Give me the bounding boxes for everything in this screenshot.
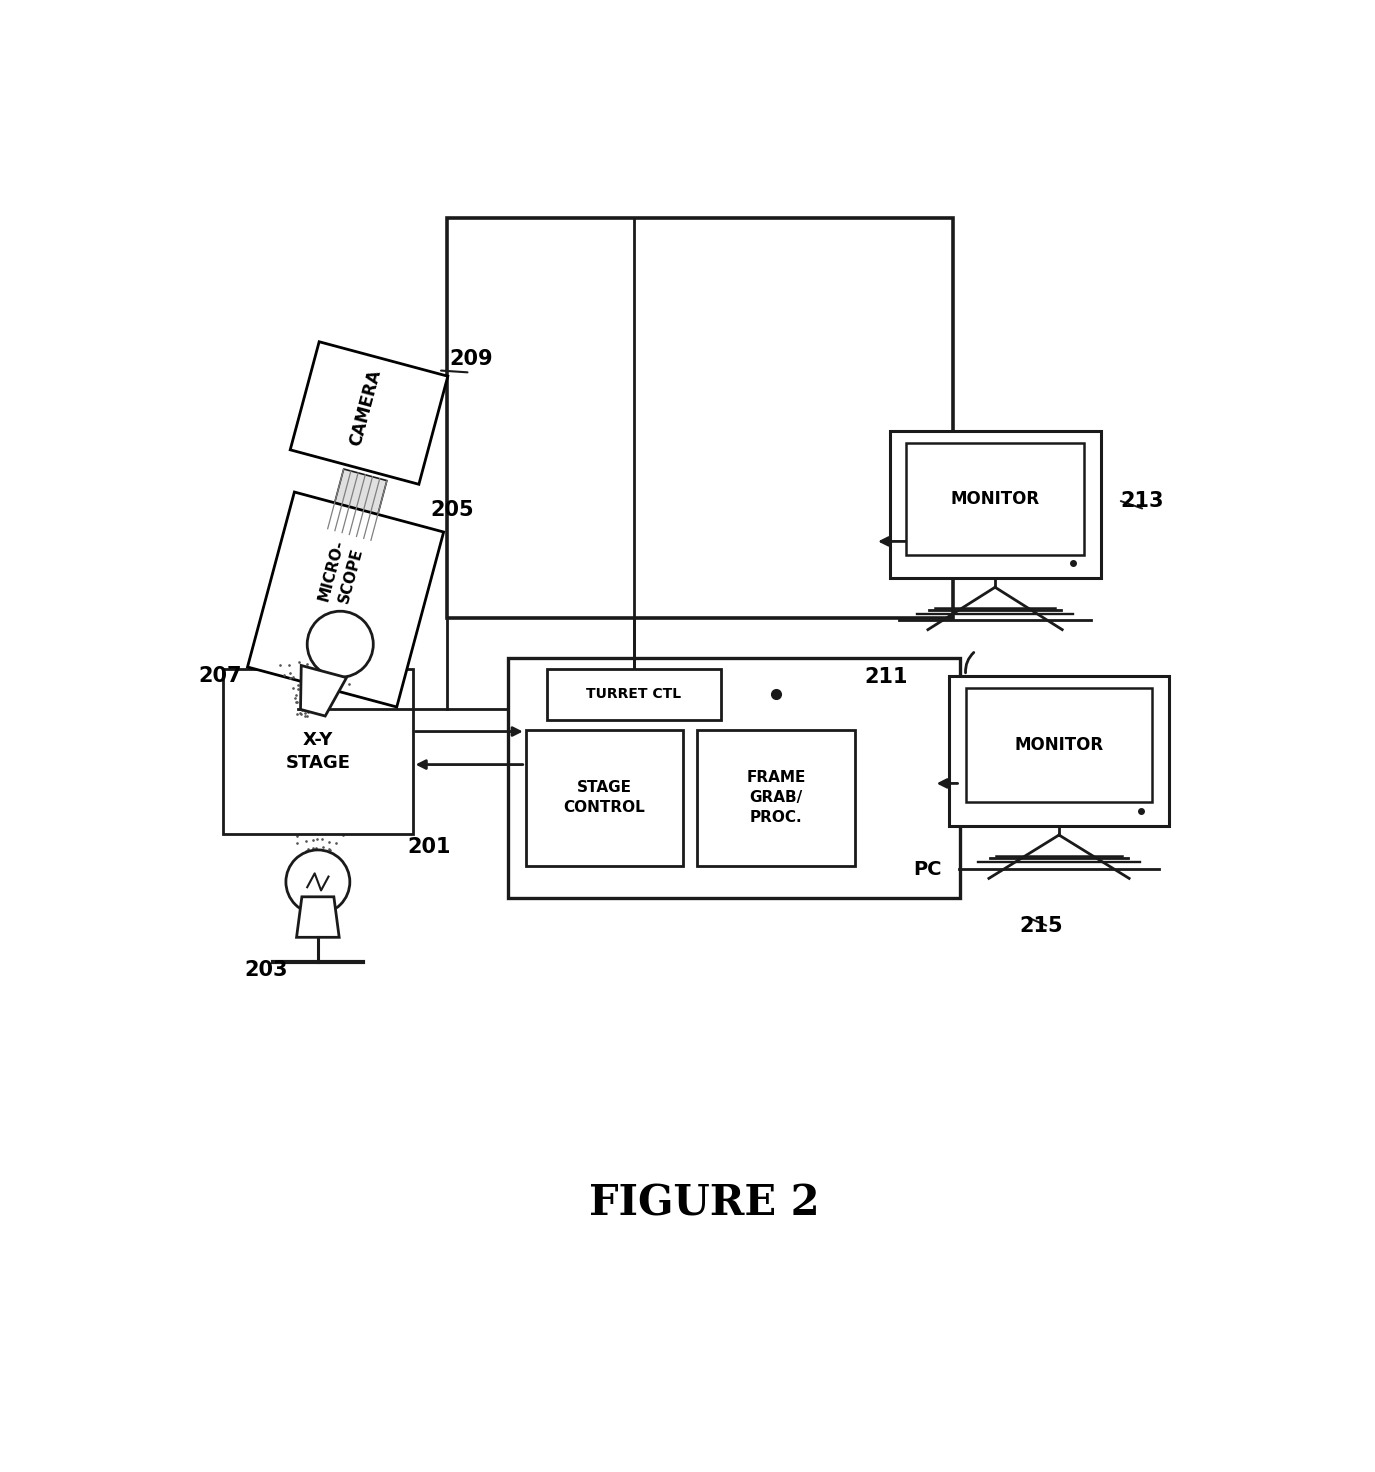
Text: FRAME
GRAB/
PROC.: FRAME GRAB/ PROC. xyxy=(747,770,806,824)
Text: 207: 207 xyxy=(198,665,242,686)
Text: MONITOR: MONITOR xyxy=(1015,736,1104,754)
Circle shape xyxy=(307,611,373,677)
Text: 203: 203 xyxy=(245,960,287,980)
Text: FIGURE 2: FIGURE 2 xyxy=(590,1182,820,1225)
Text: CAMERA: CAMERA xyxy=(346,368,385,447)
Text: 215: 215 xyxy=(1019,916,1063,936)
Text: 213: 213 xyxy=(1121,492,1163,511)
Bar xyxy=(223,668,412,835)
Bar xyxy=(447,218,953,618)
Text: 209: 209 xyxy=(448,349,492,369)
Text: 201: 201 xyxy=(407,838,451,857)
Circle shape xyxy=(286,849,349,914)
Bar xyxy=(697,730,855,866)
Bar xyxy=(525,730,683,866)
Text: 211: 211 xyxy=(865,667,908,686)
Text: X-Y
STAGE: X-Y STAGE xyxy=(286,730,351,773)
Bar xyxy=(547,668,720,720)
Polygon shape xyxy=(248,492,444,707)
Bar xyxy=(967,687,1152,802)
Text: MONITOR: MONITOR xyxy=(950,490,1040,508)
Bar xyxy=(890,431,1100,578)
Bar xyxy=(507,658,960,898)
Polygon shape xyxy=(301,665,346,715)
Text: MICRO-
SCOPE: MICRO- SCOPE xyxy=(316,537,366,608)
Polygon shape xyxy=(327,470,386,540)
Bar xyxy=(949,676,1169,826)
Text: 205: 205 xyxy=(430,500,474,521)
Text: STAGE
CONTROL: STAGE CONTROL xyxy=(564,780,645,815)
Bar xyxy=(906,443,1084,555)
Text: PC: PC xyxy=(913,860,942,879)
Polygon shape xyxy=(297,896,340,938)
Polygon shape xyxy=(329,524,375,562)
Polygon shape xyxy=(290,342,448,484)
Text: TURRET CTL: TURRET CTL xyxy=(586,687,682,701)
